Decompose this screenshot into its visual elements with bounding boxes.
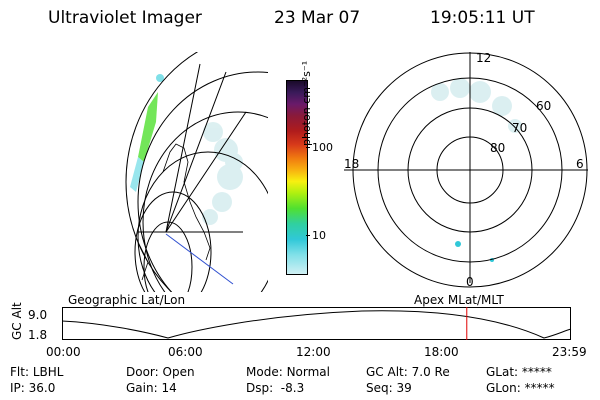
status-gc-alt: GC Alt: 7.0 Re: [366, 365, 450, 379]
mlt-label-0: 0: [466, 275, 474, 288]
mlt-label-12: 12: [476, 51, 491, 65]
timeline-ylabel: GC Alt: [10, 302, 24, 340]
date-label: 23 Mar 07: [274, 8, 361, 28]
time-label: 19:05:11 UT: [430, 8, 535, 28]
polar-plot: 12 18 6 0 60 70 80: [344, 51, 588, 288]
colorbar-tick-mark: [306, 147, 310, 148]
xtick-1200: 12:00: [296, 345, 331, 359]
colorbar-tick-100: 100: [312, 141, 333, 154]
altitude-timeline: [62, 307, 572, 340]
status-dsp: Dsp: -8.3: [246, 381, 305, 395]
aurora-diffuse: [202, 122, 243, 225]
status-glat: GLat: *****: [486, 365, 552, 379]
geo-section-title: Geographic Lat/Lon: [68, 293, 186, 307]
status-gain: Gain: 14: [126, 381, 177, 395]
altitude-curve: [62, 310, 572, 339]
xtick-2359: 23:59: [552, 345, 587, 359]
status-mode: Mode: Normal: [246, 365, 330, 379]
status-door: Door: Open: [126, 365, 195, 379]
aurora-spot: [156, 74, 164, 82]
lat-label-80: 80: [490, 141, 505, 155]
status-seq: Seq: 39: [366, 381, 412, 395]
aurora-cyan-band: [130, 157, 144, 192]
status-flt: Flt: LBHL: [10, 365, 64, 379]
lat-label-70: 70: [512, 121, 527, 135]
polar-spot: [455, 241, 461, 247]
colorbar-label: photon cm⁻²s⁻¹: [300, 60, 313, 146]
mlt-label-6: 6: [576, 157, 584, 171]
mlt-label-18: 18: [344, 157, 359, 171]
geographic-map: [125, 52, 268, 292]
status-glon: GLon: *****: [486, 381, 555, 395]
xtick-1800: 18:00: [424, 345, 459, 359]
colorbar-tick-10: 10: [312, 229, 326, 242]
lat-label-60: 60: [536, 99, 551, 113]
colorbar-tick-mark: [306, 235, 310, 236]
status-ip: IP: 36.0: [10, 381, 56, 395]
xtick-0600: 06:00: [168, 345, 203, 359]
instrument-title: Ultraviolet Imager: [48, 8, 202, 28]
aurora-green-band: [138, 92, 158, 162]
polar-aurora: [431, 78, 522, 133]
xtick-0000: 00:00: [46, 345, 81, 359]
ytick-1-8: 1.8: [28, 328, 48, 342]
ytick-9: 9.0: [28, 308, 48, 322]
apex-section-title: Apex MLat/MLT: [414, 293, 504, 307]
colorbar: [286, 80, 308, 275]
